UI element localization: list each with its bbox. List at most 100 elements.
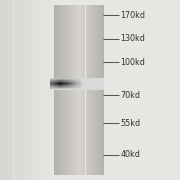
- Bar: [9, 0, 10, 180]
- Bar: [57, 86, 58, 87]
- Bar: [93, 81, 94, 82]
- Bar: [97, 79, 98, 80]
- Bar: [56, 86, 57, 87]
- Bar: [60, 85, 61, 86]
- Bar: [0, 0, 1, 180]
- Bar: [98, 85, 99, 86]
- Bar: [91, 86, 93, 87]
- Bar: [70, 82, 71, 83]
- Bar: [68, 82, 69, 83]
- Bar: [76, 85, 77, 86]
- Bar: [39, 0, 40, 180]
- Bar: [94, 80, 95, 81]
- Bar: [89, 78, 90, 79]
- Bar: [64, 80, 66, 81]
- Bar: [70, 80, 71, 81]
- Bar: [46, 0, 47, 180]
- Bar: [86, 83, 87, 84]
- Bar: [59, 85, 60, 86]
- Bar: [54, 87, 55, 88]
- Bar: [97, 86, 98, 87]
- Bar: [84, 83, 85, 84]
- Bar: [64, 86, 66, 87]
- Bar: [77, 86, 78, 87]
- Bar: [70, 86, 71, 87]
- Bar: [75, 82, 76, 83]
- Bar: [53, 85, 54, 86]
- Bar: [62, 80, 63, 81]
- Bar: [84, 80, 85, 81]
- Bar: [44, 0, 45, 180]
- Bar: [87, 79, 88, 80]
- Bar: [80, 86, 81, 87]
- Bar: [73, 79, 74, 80]
- Bar: [70, 5, 71, 175]
- Bar: [57, 85, 58, 86]
- Bar: [64, 88, 66, 89]
- Bar: [54, 5, 55, 175]
- Bar: [91, 87, 93, 88]
- Bar: [80, 87, 81, 88]
- Bar: [67, 78, 68, 79]
- Bar: [63, 82, 64, 83]
- Bar: [96, 79, 97, 80]
- Bar: [84, 5, 85, 175]
- Bar: [53, 84, 54, 85]
- Bar: [86, 88, 87, 89]
- Bar: [87, 88, 88, 89]
- Bar: [10, 0, 11, 180]
- Bar: [22, 0, 23, 180]
- Bar: [82, 80, 83, 81]
- Bar: [72, 84, 73, 85]
- Bar: [98, 82, 99, 83]
- Bar: [80, 83, 81, 84]
- Bar: [77, 79, 78, 80]
- Bar: [94, 87, 95, 88]
- Bar: [99, 83, 100, 84]
- Bar: [75, 81, 76, 82]
- Bar: [86, 82, 87, 83]
- Bar: [60, 80, 61, 81]
- Bar: [34, 0, 35, 180]
- Bar: [73, 80, 74, 81]
- Bar: [94, 85, 95, 86]
- Bar: [66, 85, 67, 86]
- Bar: [90, 80, 91, 81]
- Bar: [98, 79, 99, 80]
- Bar: [80, 78, 81, 79]
- Bar: [93, 86, 94, 87]
- Bar: [76, 88, 77, 89]
- Bar: [89, 83, 90, 84]
- Bar: [50, 83, 51, 84]
- Bar: [91, 85, 93, 86]
- Bar: [82, 88, 83, 89]
- Bar: [27, 0, 28, 180]
- Bar: [96, 81, 97, 82]
- Bar: [78, 86, 80, 87]
- Bar: [56, 88, 57, 89]
- Bar: [58, 87, 59, 88]
- Bar: [93, 83, 94, 84]
- Bar: [97, 85, 98, 86]
- Bar: [88, 79, 89, 80]
- Bar: [101, 84, 102, 85]
- Bar: [67, 82, 68, 83]
- Bar: [74, 78, 75, 79]
- Bar: [66, 86, 67, 87]
- Bar: [95, 80, 96, 81]
- Bar: [54, 79, 55, 80]
- Bar: [67, 81, 68, 82]
- Bar: [67, 79, 68, 80]
- Bar: [103, 86, 104, 87]
- Bar: [36, 0, 37, 180]
- Bar: [91, 83, 93, 84]
- Bar: [45, 0, 46, 180]
- Bar: [90, 5, 91, 175]
- Bar: [100, 5, 101, 175]
- Bar: [87, 81, 88, 82]
- Bar: [83, 79, 84, 80]
- Bar: [55, 81, 56, 82]
- Bar: [101, 5, 102, 175]
- Bar: [84, 81, 85, 82]
- Bar: [77, 82, 78, 83]
